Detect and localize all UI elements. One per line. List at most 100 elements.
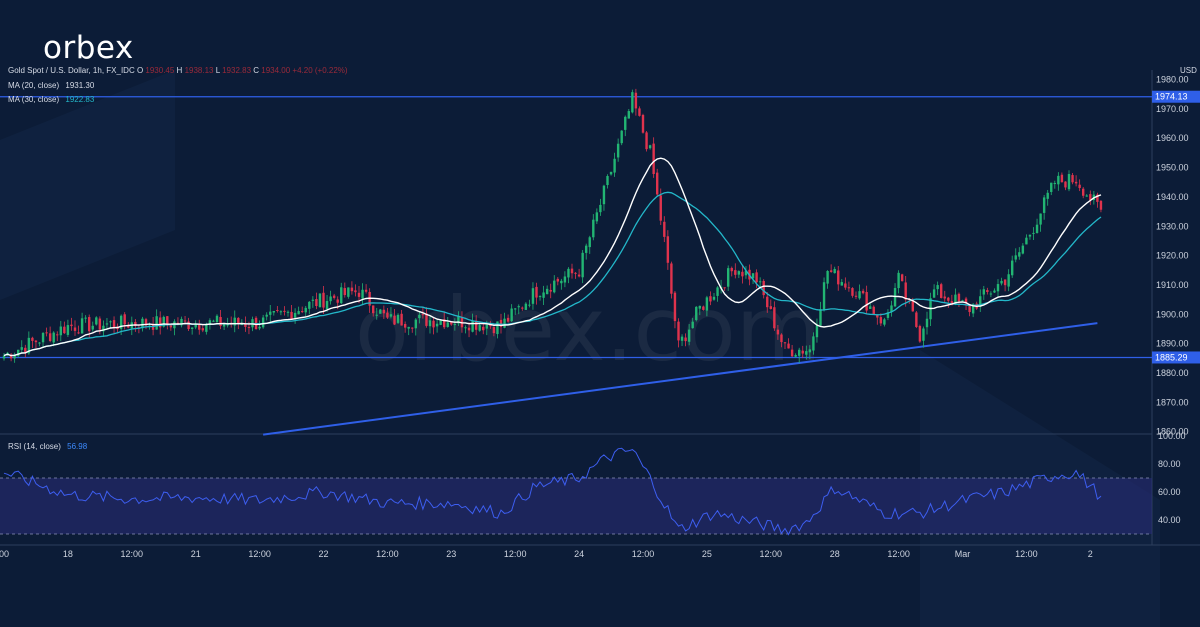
candle-body [687, 329, 691, 342]
candle-body [375, 314, 378, 316]
ma30-line[interactable] [3, 191, 1102, 357]
candle-body [343, 288, 346, 296]
candle-body [261, 317, 265, 328]
price-tick-label: 1880.00 [1156, 368, 1189, 378]
ma30-legend[interactable]: MA (30, close) 1922.83 [8, 95, 94, 104]
candle-body [1025, 237, 1028, 245]
candle-body [183, 320, 187, 322]
candle-body [428, 320, 432, 327]
candle-body [528, 304, 531, 306]
candle-body [822, 282, 826, 310]
candle-body [1078, 184, 1081, 189]
candle-body [350, 287, 354, 292]
candle-body [971, 304, 975, 314]
candle-body [829, 270, 833, 272]
rsi-legend[interactable]: RSI (14, close) 56.98 [8, 442, 87, 451]
candle-body [1060, 174, 1064, 183]
candle-body [531, 288, 535, 304]
candle-body [311, 299, 315, 301]
candle-body [187, 321, 190, 329]
candle-body [1000, 280, 1003, 284]
candle-body [421, 314, 425, 316]
rsi-tick-label: 60.00 [1158, 487, 1181, 497]
candle-body [592, 219, 595, 238]
candle-body [577, 274, 581, 277]
ohlc-h-value: 1938.13 [184, 66, 214, 75]
candle-body [418, 314, 421, 319]
candle-body [34, 340, 38, 343]
candle-body [91, 325, 94, 330]
candle-body [233, 317, 236, 326]
candle-body [308, 301, 311, 309]
rsi-band [0, 478, 1152, 534]
candle-body [425, 313, 428, 326]
candle-body [80, 318, 84, 334]
candle-body [70, 324, 73, 327]
candle-body [1003, 279, 1007, 286]
rsi-tick-label: 40.00 [1158, 515, 1181, 525]
price-tick-label: 1910.00 [1156, 280, 1189, 290]
candle-body [467, 327, 471, 331]
candle-body [1057, 175, 1060, 185]
candle-body [812, 336, 815, 351]
candle-body [446, 322, 449, 327]
candle-body [482, 326, 485, 331]
ma20-legend[interactable]: MA (20, close) 1931.30 [8, 81, 94, 90]
candle-body [968, 305, 971, 313]
candle-body [379, 309, 382, 314]
rsi-value: 56.98 [67, 442, 88, 451]
candle-body [989, 293, 993, 295]
rsi-label: RSI (14, close) [8, 442, 61, 451]
candle-body [638, 108, 641, 116]
candle-body [389, 314, 393, 317]
candle-body [340, 287, 343, 304]
candle-body [613, 158, 616, 173]
candle-body [602, 185, 606, 205]
candle-body [879, 317, 883, 324]
candle-body [616, 143, 620, 158]
candle-body [119, 315, 123, 329]
candle-body [585, 245, 588, 253]
candle-body [499, 319, 503, 327]
candle-body [194, 323, 197, 328]
candle-body [556, 278, 559, 282]
price-tick-label: 1930.00 [1156, 221, 1189, 231]
candle-body [1067, 174, 1071, 190]
ohlc-h-label: H [174, 66, 185, 75]
candle-body [858, 291, 861, 299]
candle-body [478, 325, 481, 331]
candle-body [127, 326, 130, 328]
candle-body [641, 114, 645, 133]
candle-body [474, 320, 478, 330]
candle-body [659, 195, 662, 221]
time-tick-label: 18 [63, 549, 73, 559]
candle-body [180, 318, 183, 326]
candle-body [521, 307, 524, 309]
candle-body [393, 315, 396, 325]
candle-body [751, 273, 755, 279]
rsi-line[interactable] [3, 447, 1102, 536]
candle-body [915, 312, 918, 327]
ma20-line[interactable] [3, 157, 1102, 357]
candle-body [357, 292, 361, 297]
candle-body [599, 204, 602, 213]
ma20-value: 1931.30 [65, 81, 95, 90]
candle-body [900, 274, 904, 282]
support-level-tag [1152, 351, 1200, 364]
candle-body [869, 306, 872, 309]
candle-body [56, 334, 59, 336]
candle-body [1099, 200, 1103, 210]
candle-body [63, 326, 66, 334]
candle-body [134, 321, 137, 326]
candle-body [31, 337, 34, 341]
candle-body [876, 314, 879, 318]
candle-body [634, 92, 638, 109]
support-trendline[interactable] [263, 322, 1098, 436]
candle-body [1050, 182, 1053, 192]
price-tick-label: 1980.00 [1156, 75, 1189, 85]
candle-body [940, 284, 943, 298]
candle-body [301, 311, 304, 313]
candle-body [361, 289, 364, 299]
candle-body [41, 332, 45, 343]
